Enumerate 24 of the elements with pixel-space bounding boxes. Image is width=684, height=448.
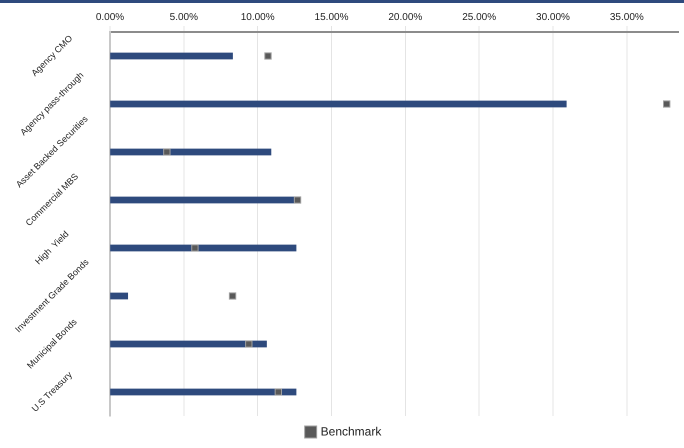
bar [110, 100, 567, 108]
bar [110, 340, 267, 348]
point [264, 52, 272, 60]
x-tick-label: 0.00% [96, 12, 124, 23]
x-tick-label: 25.00% [462, 12, 496, 23]
bar [110, 244, 296, 252]
x-tick-label: 15.00% [314, 12, 349, 23]
point [163, 148, 171, 156]
point [245, 340, 252, 348]
point [294, 196, 302, 204]
bar [110, 52, 233, 60]
bar [110, 388, 296, 396]
point [228, 292, 236, 300]
x-tick-label: 5.00% [170, 12, 198, 23]
point [274, 388, 282, 396]
legend-label: Benchmark [320, 424, 382, 438]
point [191, 244, 199, 252]
x-tick-label: 35.00% [610, 12, 644, 23]
bar [110, 292, 128, 300]
x-tick-label: 20.00% [388, 12, 422, 23]
bar [110, 148, 272, 156]
x-tick-label: 10.00% [240, 12, 275, 23]
x-tick-label: 30.00% [536, 12, 570, 23]
point [663, 100, 670, 108]
